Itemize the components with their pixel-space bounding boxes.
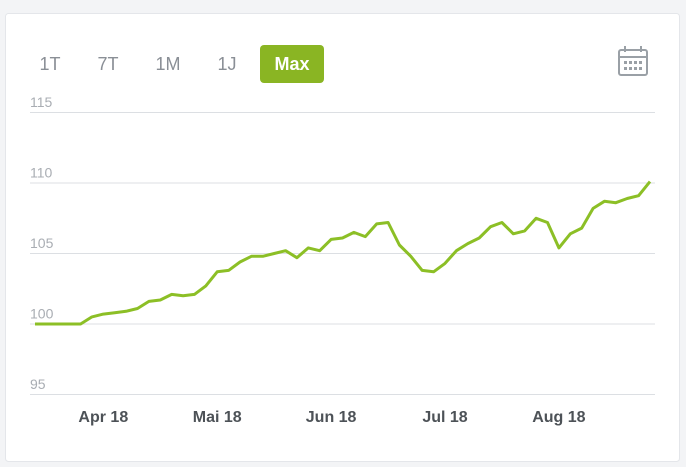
range-button[interactable]: Max [274,54,309,74]
calendar-icon[interactable] [618,46,648,76]
series-line [35,180,652,326]
calendar-body [618,49,648,76]
y-tick-label: 100 [30,306,54,322]
y-tick-label: 95 [30,376,46,392]
x-tick-label: Apr 18 [78,409,128,426]
y-tick-label: 115 [30,94,53,110]
y-tick-label: 105 [30,235,54,251]
range-button[interactable]: 1M [155,54,180,74]
range-button[interactable]: 1J [217,54,236,74]
range-button-bg[interactable] [260,45,324,83]
range-button[interactable]: 1T [39,54,60,74]
x-tick-label: Mai 18 [193,409,242,426]
range-button[interactable]: 7T [97,54,118,74]
calendar-days [624,61,642,70]
y-tick-label: 110 [30,165,53,181]
x-tick-label: Jun 18 [306,409,357,426]
x-tick-label: Jul 18 [422,409,467,426]
x-tick-label: Aug 18 [532,409,585,426]
